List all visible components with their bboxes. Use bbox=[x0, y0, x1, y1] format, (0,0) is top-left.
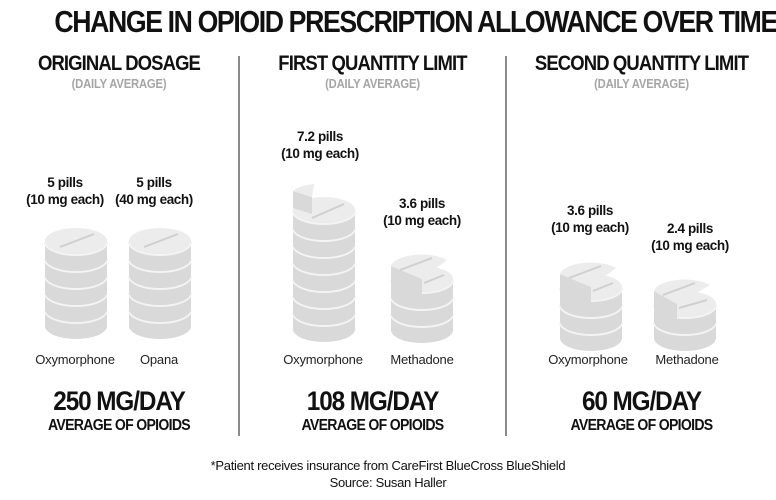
pill-stack-icon bbox=[44, 228, 108, 339]
stack-label-group: 3.6 pills (10 mg each) bbox=[377, 195, 467, 229]
total-group: 108 MG/DAY AVERAGE OF OPIOIDS bbox=[240, 386, 505, 436]
panel-second-quantity-limit: SECOND QUANTITY LIMIT (DAILY AVERAGE) 3.… bbox=[507, 52, 776, 442]
panel-subtitle: (DAILY AVERAGE) bbox=[325, 77, 420, 91]
drug-name: Oxymorphone bbox=[35, 352, 115, 367]
stack-label-group: 7.2 pills (10 mg each) bbox=[275, 128, 365, 162]
dose-label: (10 mg each) bbox=[551, 220, 629, 235]
panel-divider bbox=[505, 56, 507, 436]
chart-title: CHANGE IN OPIOID PRESCRIPTION ALLOWANCE … bbox=[54, 4, 776, 39]
source-credit: Source: Susan Haller bbox=[329, 475, 447, 490]
panel-title: FIRST QUANTITY LIMIT bbox=[278, 52, 467, 75]
pill-stack-icon bbox=[559, 262, 623, 351]
drug-name: Methadone bbox=[390, 352, 454, 367]
pill-count-label: 2.4 pills bbox=[667, 221, 713, 236]
panel-original-dosage: ORIGINAL DOSAGE (DAILY AVERAGE) 5 pills … bbox=[0, 52, 238, 442]
dose-label: (10 mg each) bbox=[281, 146, 359, 161]
dose-label: (10 mg each) bbox=[383, 213, 461, 228]
stack-label-group: 5 pills (40 mg each) bbox=[105, 174, 203, 208]
pill-count-label: 7.2 pills bbox=[297, 129, 343, 144]
panel-title: ORIGINAL DOSAGE bbox=[37, 52, 201, 75]
footer: *Patient receives insurance from CareFir… bbox=[0, 457, 776, 491]
drug-name: Oxymorphone bbox=[283, 352, 363, 367]
pill-count-label: 5 pills bbox=[47, 175, 83, 190]
dose-label: (10 mg each) bbox=[26, 192, 104, 207]
dose-label: (40 mg each) bbox=[115, 192, 193, 207]
drug-name: Opana bbox=[139, 352, 179, 367]
total-group: 60 MG/DAY AVERAGE OF OPIOIDS bbox=[507, 386, 776, 436]
panel-title: SECOND QUANTITY LIMIT bbox=[534, 52, 749, 75]
total-caption: AVERAGE OF OPIOIDS bbox=[570, 417, 714, 434]
pill-stack-icon bbox=[653, 279, 717, 351]
total-caption: AVERAGE OF OPIOIDS bbox=[301, 417, 445, 434]
stack-label-group: 5 pills (10 mg each) bbox=[20, 174, 110, 208]
panel-subtitle: (DAILY AVERAGE) bbox=[71, 77, 167, 91]
stack-label-group: 2.4 pills (10 mg each) bbox=[645, 220, 735, 254]
panel-subtitle: (DAILY AVERAGE) bbox=[594, 77, 689, 91]
dose-label: (10 mg each) bbox=[651, 238, 729, 253]
pill-count-label: 5 pills bbox=[136, 175, 172, 190]
drug-name: Methadone bbox=[655, 352, 719, 367]
panel-divider bbox=[238, 56, 240, 436]
pill-count-label: 3.6 pills bbox=[399, 196, 445, 211]
total-group: 250 MG/DAY AVERAGE OF OPIOIDS bbox=[0, 386, 238, 436]
total-caption: AVERAGE OF OPIOIDS bbox=[48, 417, 191, 434]
pill-stack-icon bbox=[292, 184, 356, 342]
panel-first-quantity-limit: FIRST QUANTITY LIMIT (DAILY AVERAGE) 7.2… bbox=[240, 52, 505, 442]
total-mg-per-day: 60 MG/DAY bbox=[581, 386, 702, 416]
pill-stack-icon bbox=[390, 254, 454, 343]
insurance-note: *Patient receives insurance from CareFir… bbox=[210, 458, 566, 473]
pill-count-label: 3.6 pills bbox=[567, 203, 613, 218]
stack-label-group: 3.6 pills (10 mg each) bbox=[545, 202, 635, 236]
drug-name: Oxymorphone bbox=[548, 352, 628, 367]
pill-stack-icon bbox=[128, 228, 192, 339]
total-mg-per-day: 108 MG/DAY bbox=[306, 386, 440, 416]
total-mg-per-day: 250 MG/DAY bbox=[53, 386, 186, 416]
